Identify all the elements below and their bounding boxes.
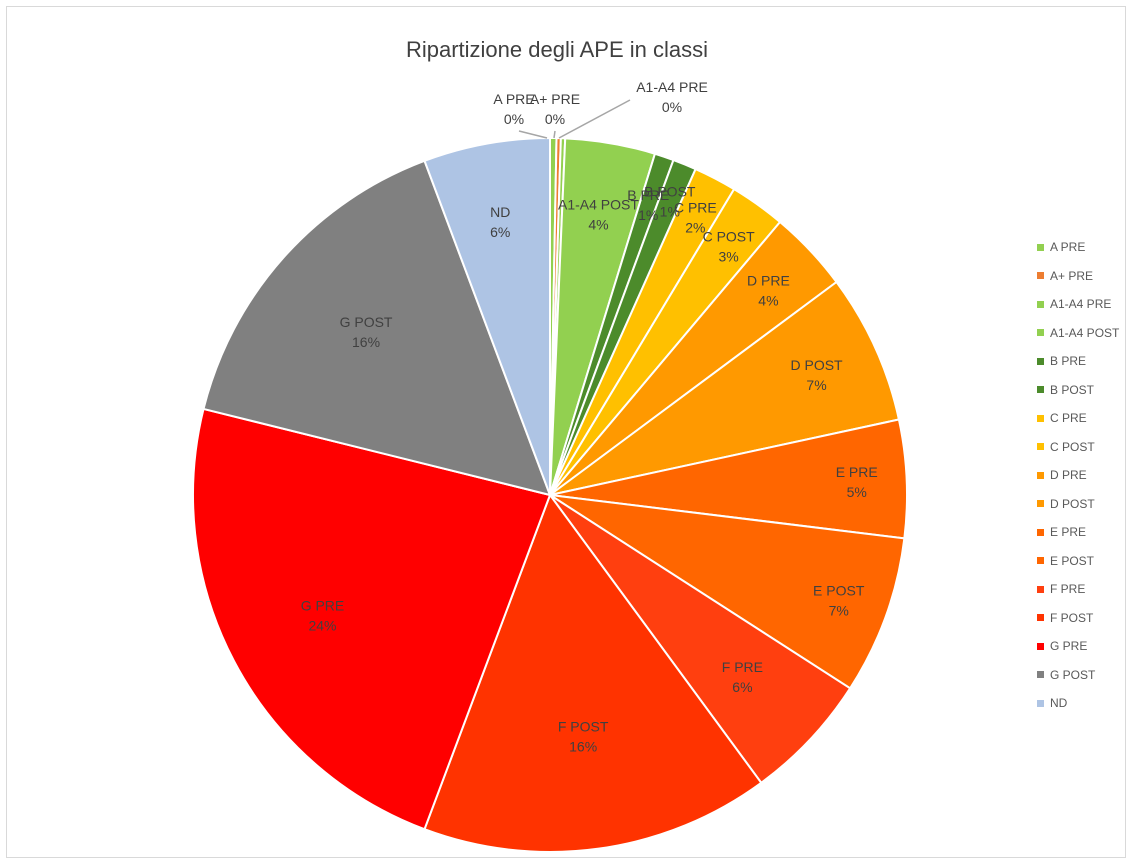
legend-item: A1-A4 PRE (1037, 290, 1125, 319)
pie-slice-f-post (423, 492, 763, 853)
chart-area: Ripartizione degli APE in classi A PRE 0%… (6, 6, 1126, 858)
legend-label: A1-A4 POST (1050, 325, 1120, 340)
legend-swatch (1037, 642, 1044, 650)
data-label: B POST 1% (644, 184, 696, 220)
legend-label: E PRE (1050, 525, 1087, 540)
data-label: G PRE 24% (301, 598, 345, 634)
pie-slice-g-post (202, 159, 552, 497)
legend-label: B PRE (1050, 354, 1087, 369)
data-label: C POST 3% (703, 228, 756, 264)
data-label: F PRE 6% (722, 659, 763, 695)
legend-swatch (1037, 272, 1044, 280)
data-label: E PRE 5% (836, 464, 878, 500)
legend-item: A PRE (1037, 233, 1125, 262)
legend-swatch (1037, 329, 1044, 337)
legend-swatch (1037, 699, 1044, 707)
legend-swatch (1037, 557, 1044, 565)
legend-label: ND (1050, 696, 1068, 711)
data-label: A+ PRE 0% (530, 91, 580, 127)
data-label: A PRE 0% (493, 91, 534, 127)
legend-swatch (1037, 300, 1044, 308)
pie-slice-nd (423, 136, 551, 496)
legend-item: D POST (1037, 490, 1125, 519)
data-label: D POST 7% (790, 357, 843, 393)
data-label: D PRE 4% (747, 273, 790, 309)
legend-label: E POST (1050, 553, 1095, 568)
legend-label: F PRE (1050, 582, 1086, 597)
legend-label: A1-A4 PRE (1050, 297, 1112, 312)
legend-swatch (1037, 500, 1044, 508)
legend-item: A1-A4 POST (1037, 319, 1125, 348)
legend-label: D POST (1050, 496, 1095, 511)
data-label: B PRE 1% (627, 187, 669, 223)
legend-label: D PRE (1050, 468, 1087, 483)
data-label: C PRE 2% (674, 199, 717, 235)
legend-item: E POST (1037, 547, 1125, 576)
pie-slices (192, 136, 908, 853)
legend-label: C PRE (1050, 411, 1087, 426)
legend-label: G POST (1050, 667, 1096, 682)
leader-line (553, 130, 556, 139)
legend-swatch (1037, 585, 1044, 593)
legend-swatch (1037, 414, 1044, 422)
legend-swatch (1037, 528, 1044, 536)
pie-chart: A PRE 0%A+ PRE 0% A1-A4 PRE 0% A1-A4 POST 4%B … (192, 79, 908, 853)
data-label: G POST 16% (340, 314, 393, 350)
legend-label: F POST (1050, 610, 1094, 625)
legend-item: D PRE (1037, 461, 1125, 490)
legend-swatch (1037, 243, 1044, 251)
legend-item: B PRE (1037, 347, 1125, 376)
data-label: F POST 16% (558, 718, 609, 754)
legend-item: F PRE (1037, 575, 1125, 604)
leader-line (558, 99, 631, 139)
legend-item: G POST (1037, 661, 1125, 690)
pie-slice-d-post (549, 280, 901, 496)
legend-swatch (1037, 671, 1044, 679)
legend-item: E PRE (1037, 518, 1125, 547)
leader-lines (518, 99, 631, 139)
data-labels: A PRE 0%A+ PRE 0% A1-A4 PRE 0% A1-A4 POST 4%B … (301, 79, 878, 754)
legend-swatch (1037, 614, 1044, 622)
pie-slice-e-post (549, 494, 906, 690)
legend-item: C PRE (1037, 404, 1125, 433)
data-label: ND 6% (490, 204, 510, 240)
pie-slice-g-pre (192, 407, 552, 831)
chart-title: Ripartizione degli APE in classi (405, 37, 709, 62)
legend-item: A+ PRE (1037, 262, 1125, 291)
legend-item: ND (1037, 689, 1125, 718)
legend-item: B POST (1037, 376, 1125, 405)
data-label: A1-A4 POST 4% (558, 197, 639, 233)
legend-item: G PRE (1037, 632, 1125, 661)
legend-swatch (1037, 443, 1044, 451)
legend-swatch (1037, 471, 1044, 479)
legend-item: F POST (1037, 604, 1125, 633)
data-label: A1-A4 PRE 0% (636, 79, 708, 115)
legend-label: A+ PRE (1050, 268, 1094, 283)
legend-label: G PRE (1050, 639, 1088, 654)
pie-slice-f-pre (549, 494, 852, 785)
leader-line (518, 130, 548, 139)
legend-swatch (1037, 357, 1044, 365)
chart-legend: A PRE A+ PRE A1-A4 PRE A1-A4 POST B PRE B POS… (1037, 233, 1125, 718)
legend-label: B POST (1050, 382, 1095, 397)
legend-swatch (1037, 386, 1044, 394)
data-label: E POST 7% (813, 582, 865, 618)
legend-item: C POST (1037, 433, 1125, 462)
legend-label: A PRE (1050, 240, 1086, 255)
legend-label: C POST (1050, 439, 1095, 454)
